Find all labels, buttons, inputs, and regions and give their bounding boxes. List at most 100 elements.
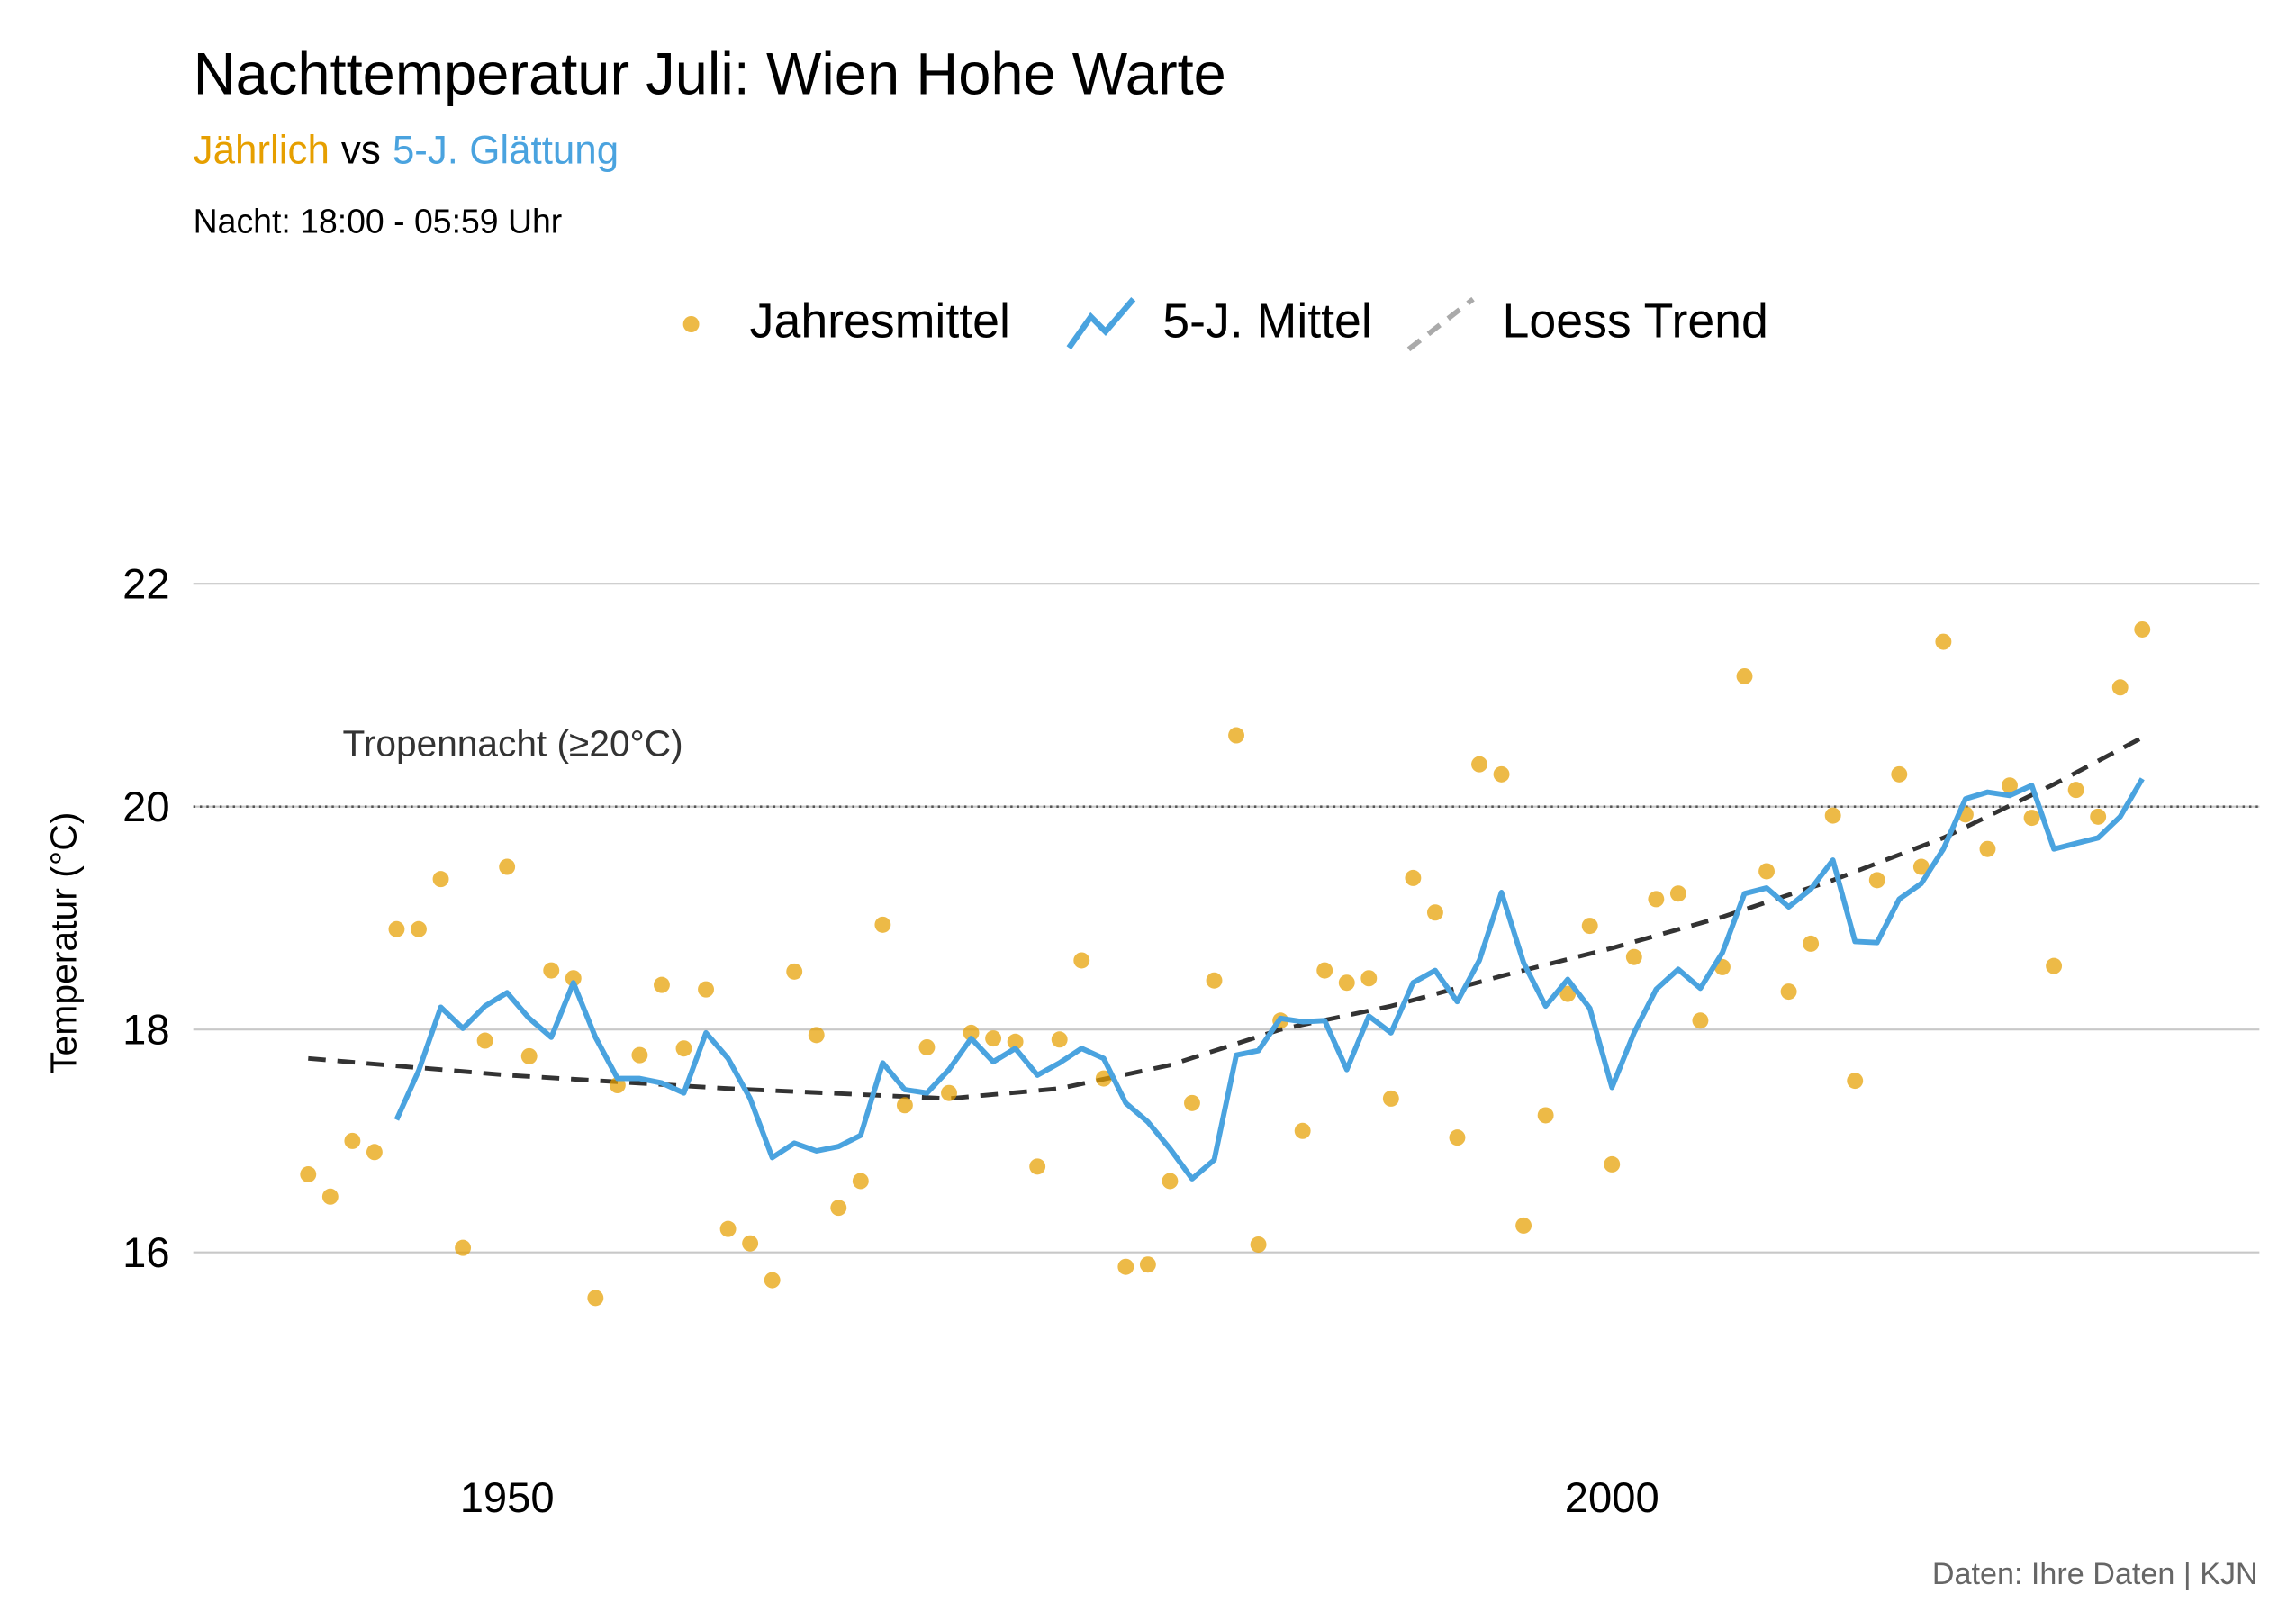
data-point: [2134, 620, 2151, 638]
y-tick-label: 16: [122, 1229, 169, 1277]
data-point: [1736, 667, 1753, 684]
data-point: [432, 871, 449, 888]
data-point: [1648, 891, 1665, 908]
data-point: [2046, 957, 2063, 974]
data-point: [1559, 985, 1577, 1002]
x-tick-label: 1950: [460, 1474, 555, 1522]
data-point: [654, 976, 670, 993]
data-point: [476, 1032, 493, 1049]
data-point: [2111, 679, 2129, 696]
data-point: [1051, 1031, 1068, 1048]
data-point: [941, 1084, 957, 1101]
y-tick-label: 22: [122, 560, 169, 608]
data-point: [852, 1173, 869, 1190]
data-point: [1493, 765, 1510, 783]
data-point: [1250, 1236, 1267, 1253]
data-point: [1692, 1012, 1709, 1029]
data-point: [366, 1144, 383, 1161]
series-line: [308, 735, 2144, 1101]
data-point: [1891, 765, 1908, 783]
data-point: [1669, 885, 1686, 902]
data-point: [1868, 872, 1885, 889]
data-point: [1912, 858, 1930, 875]
subtitle-part: vs: [341, 129, 381, 173]
subtitle-part: Jährlich: [194, 129, 330, 173]
data-point: [2023, 810, 2040, 827]
data-point: [698, 981, 714, 998]
legend-key: [1406, 296, 1475, 352]
data-point: [874, 916, 891, 933]
data-point: [786, 963, 803, 980]
y-tick-label: 18: [122, 1006, 169, 1054]
data-point: [631, 1046, 648, 1064]
data-point: [1360, 970, 1378, 987]
data-point: [565, 970, 582, 987]
data-point: [675, 1040, 692, 1057]
data-point: [2002, 777, 2018, 794]
data-point: [963, 1024, 980, 1041]
data-point: [1979, 840, 1996, 857]
chart-subtitle: Jährlich vs 5-J. Glättung: [194, 129, 619, 173]
data-point: [719, 1220, 737, 1237]
data-point: [1405, 869, 1422, 886]
data-point: [1581, 918, 1598, 935]
data-point: [1824, 807, 1841, 824]
data-point: [2067, 782, 2084, 799]
chart-note: Nacht: 18:00 - 05:59 Uhr: [194, 202, 563, 240]
data-point: [918, 1038, 936, 1055]
data-point: [1382, 1090, 1399, 1107]
data-point: [985, 1030, 1002, 1047]
data-point: [1780, 983, 1797, 1001]
x-tick-label: 2000: [1565, 1474, 1659, 1522]
data-point: [411, 920, 427, 937]
data-point: [764, 1272, 781, 1289]
annotation: Tropennacht (≥20°C): [343, 722, 683, 764]
data-point: [1117, 1258, 1134, 1275]
data-point: [1316, 962, 1333, 979]
data-point: [1073, 952, 1090, 969]
data-point: [1515, 1217, 1532, 1234]
data-point: [1803, 935, 1820, 952]
data-point: [2090, 808, 2107, 825]
data-point: [1139, 1256, 1156, 1273]
legend-label: 5-J. Mittel: [1162, 294, 1372, 349]
data-point: [1935, 633, 1952, 650]
data-point: [1228, 727, 1244, 744]
data-point: [896, 1097, 913, 1114]
legend-label: Jahresmittel: [750, 294, 1010, 349]
data-point: [587, 1290, 604, 1307]
data-point: [455, 1239, 472, 1256]
legend-key: [682, 316, 700, 332]
data-point: [1471, 756, 1487, 773]
data-point: [1604, 1155, 1621, 1173]
subtitle-part: 5-J. Glättung: [393, 129, 619, 173]
data-point: [499, 858, 516, 875]
data-point: [1007, 1033, 1024, 1050]
data-point: [1847, 1073, 1864, 1090]
data-point: [1338, 974, 1355, 992]
data-point: [300, 1166, 317, 1183]
legend-key: [1066, 297, 1136, 350]
data-point: [1449, 1129, 1466, 1146]
data-point: [1184, 1094, 1200, 1111]
data-point: [1758, 863, 1776, 880]
data-point: [344, 1132, 361, 1149]
data-point: [1095, 1070, 1112, 1087]
caption: Daten: Ihre Daten | KJN: [1932, 1557, 2258, 1591]
data-point: [808, 1027, 825, 1044]
data-point: [1206, 972, 1223, 989]
data-point: [1537, 1107, 1554, 1124]
data-point: [830, 1200, 847, 1217]
chart-title: Nachttemperatur Juli: Wien Hohe Warte: [194, 41, 1226, 107]
data-point: [1162, 1173, 1179, 1190]
legend-label: Loess Trend: [1503, 294, 1768, 349]
data-point: [388, 920, 405, 937]
data-point: [520, 1047, 538, 1064]
data-point: [543, 962, 560, 979]
y-tick-label: 20: [122, 783, 169, 831]
data-point: [1294, 1122, 1311, 1139]
data-point: [1029, 1158, 1046, 1175]
data-point: [1625, 948, 1642, 965]
